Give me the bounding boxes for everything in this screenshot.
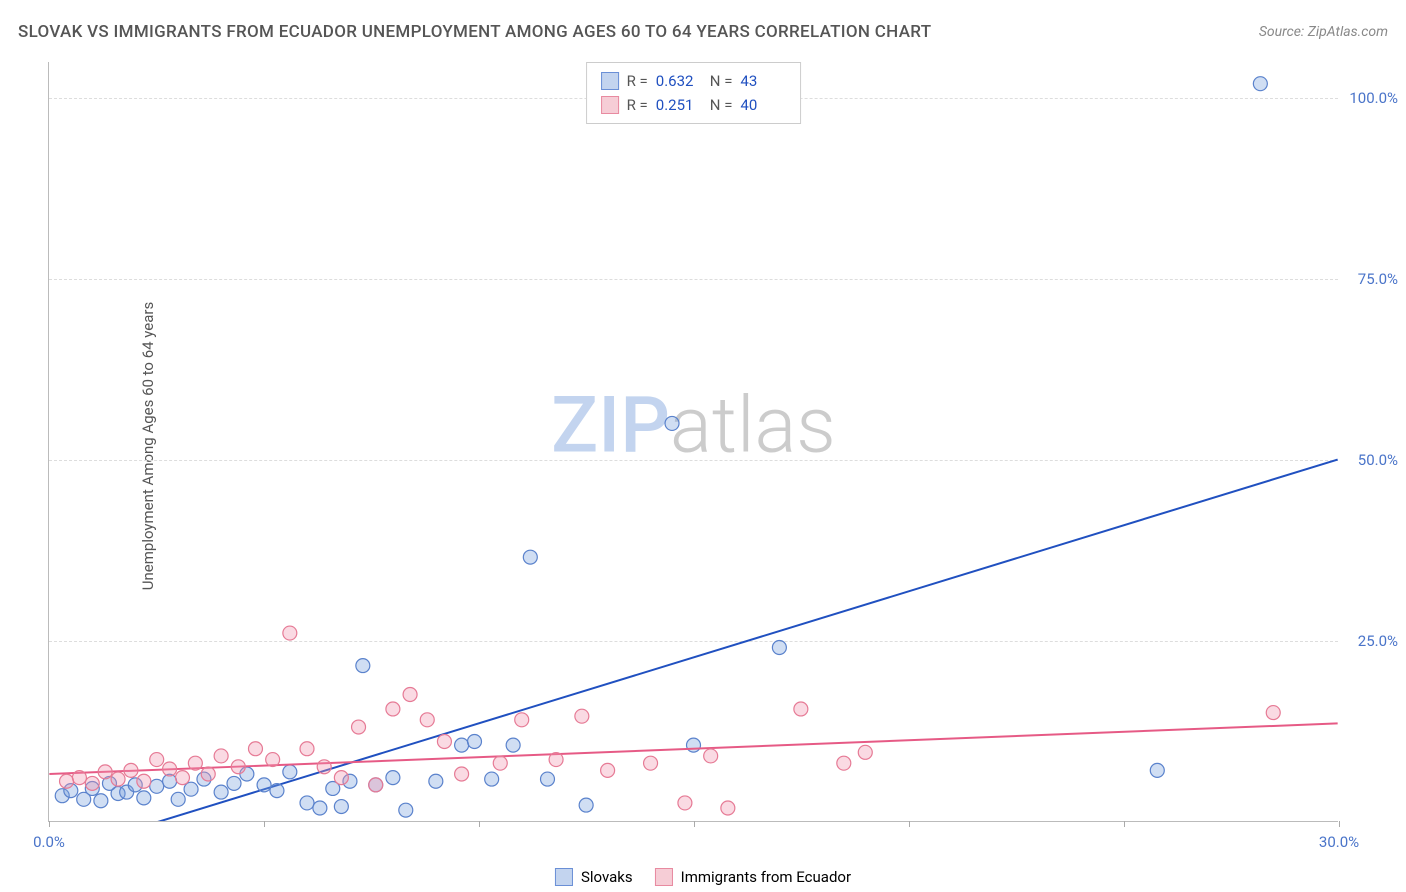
y-tick-label: 25.0% [1358,632,1398,650]
n-label: N = [710,93,733,117]
n-value-1: 40 [740,93,786,117]
legend-item-0: Slovaks [555,868,633,886]
source-label: Source: ZipAtlas.com [1259,24,1388,40]
n-label: N = [710,69,733,93]
r-value-0: 0.632 [656,69,702,93]
plot-area: ZIPatlas 25.0%50.0%75.0%100.0% R = 0.632… [48,62,1338,822]
legend-stats-row-1: R = 0.251 N = 40 [601,93,787,117]
r-label: R = [627,93,648,117]
r-label: R = [627,69,648,93]
y-tick-label: 100.0% [1349,89,1398,107]
y-tick-label: 75.0% [1358,270,1398,288]
legend-series-label-1: Immigrants from Ecuador [681,868,851,886]
legend-stats-row-0: R = 0.632 N = 43 [601,69,787,93]
legend-series-swatch-1 [655,868,673,886]
chart-svg [49,62,1338,821]
legend-item-1: Immigrants from Ecuador [655,868,851,886]
x-tick-label: 30.0% [1319,833,1359,851]
legend-series: Slovaks Immigrants from Ecuador [555,868,851,886]
legend-swatch-1 [601,96,619,114]
legend-swatch-0 [601,72,619,90]
n-value-0: 43 [740,69,786,93]
y-tick-label: 50.0% [1358,451,1398,469]
r-value-1: 0.251 [656,93,702,117]
x-tick-label: 0.0% [33,833,65,851]
legend-series-swatch-0 [555,868,573,886]
legend-series-label-0: Slovaks [581,868,633,886]
legend-stats: R = 0.632 N = 43 R = 0.251 N = 40 [586,62,802,124]
chart-title: SLOVAK VS IMMIGRANTS FROM ECUADOR UNEMPL… [18,22,931,42]
